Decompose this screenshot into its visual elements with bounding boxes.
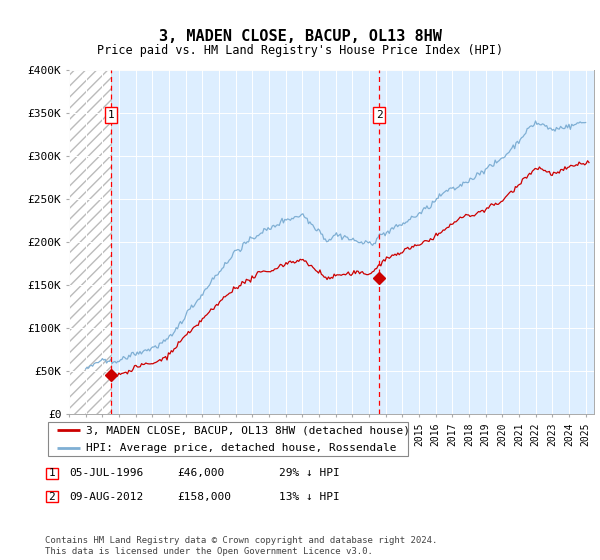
Text: 29% ↓ HPI: 29% ↓ HPI [279, 468, 340, 478]
Text: 1: 1 [48, 468, 55, 478]
FancyBboxPatch shape [46, 491, 58, 502]
Text: 09-AUG-2012: 09-AUG-2012 [69, 492, 143, 502]
Text: £158,000: £158,000 [177, 492, 231, 502]
Text: £46,000: £46,000 [177, 468, 224, 478]
Bar [69, 70, 111, 414]
Text: Price paid vs. HM Land Registry's House Price Index (HPI): Price paid vs. HM Land Registry's House … [97, 44, 503, 57]
Text: 2: 2 [376, 110, 383, 120]
Text: 13% ↓ HPI: 13% ↓ HPI [279, 492, 340, 502]
Text: 3, MADEN CLOSE, BACUP, OL13 8HW (detached house): 3, MADEN CLOSE, BACUP, OL13 8HW (detache… [86, 426, 410, 435]
Text: 1: 1 [107, 110, 115, 120]
FancyBboxPatch shape [46, 468, 58, 479]
FancyBboxPatch shape [48, 422, 408, 456]
Text: 05-JUL-1996: 05-JUL-1996 [69, 468, 143, 478]
Text: Contains HM Land Registry data © Crown copyright and database right 2024.
This d: Contains HM Land Registry data © Crown c… [45, 536, 437, 556]
Text: 3, MADEN CLOSE, BACUP, OL13 8HW: 3, MADEN CLOSE, BACUP, OL13 8HW [158, 29, 442, 44]
Text: HPI: Average price, detached house, Rossendale: HPI: Average price, detached house, Ross… [86, 443, 396, 452]
Text: 2: 2 [48, 492, 55, 502]
